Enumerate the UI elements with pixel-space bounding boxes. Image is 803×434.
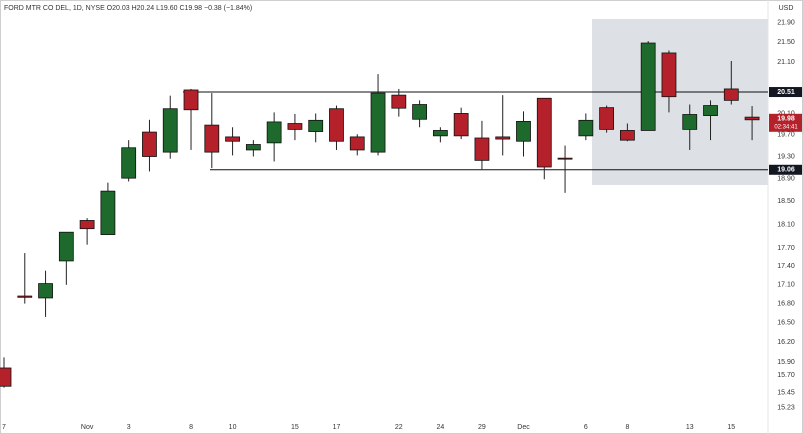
candle-body xyxy=(58,231,74,262)
x-tick-label: 10 xyxy=(229,424,237,431)
x-tick-label: 24 xyxy=(436,424,444,431)
candle-body xyxy=(121,147,137,179)
y-tick-label: 19.30 xyxy=(777,153,795,160)
x-tick-label: 8 xyxy=(625,424,629,431)
y-tick-label: 15.70 xyxy=(777,372,795,379)
x-tick-label: 17 xyxy=(333,424,341,431)
x-tick-label: 13 xyxy=(686,424,694,431)
highlight-zone xyxy=(592,19,768,185)
candle-body xyxy=(349,136,365,151)
candle-body xyxy=(640,42,656,131)
x-tick-label: 15 xyxy=(291,424,299,431)
candle-body xyxy=(661,52,677,98)
candle-body xyxy=(38,283,53,299)
candle-body xyxy=(557,157,573,160)
candle-body xyxy=(266,121,282,144)
y-tick-label: 17.40 xyxy=(777,263,795,270)
level-marker-label: 19.06 xyxy=(777,167,795,174)
y-tick-label: 21.90 xyxy=(777,19,795,26)
candle-body xyxy=(308,119,324,132)
candle-body xyxy=(453,113,469,137)
candle-body xyxy=(225,136,240,142)
candle-body xyxy=(17,295,33,298)
candle-body xyxy=(370,92,386,153)
x-tick-label: 6 xyxy=(584,424,588,431)
y-tick-label: 19.70 xyxy=(777,132,795,139)
candle-body xyxy=(723,88,739,101)
candle-body xyxy=(412,104,428,120)
x-tick-label: 7 xyxy=(2,424,6,431)
candle-body xyxy=(744,116,760,121)
y-tick-label: 17.70 xyxy=(777,245,795,252)
y-tick-label: 21.10 xyxy=(777,59,795,66)
x-tick-label: 29 xyxy=(478,424,486,431)
candle-body xyxy=(79,220,95,230)
candle-body xyxy=(245,144,261,151)
x-tick-label: 3 xyxy=(127,424,131,431)
candle-body xyxy=(432,130,448,137)
candle-body xyxy=(287,123,303,130)
y-tick-label: 21.50 xyxy=(777,39,795,46)
y-tick-label: 17.10 xyxy=(777,282,795,289)
candle-body xyxy=(391,94,407,109)
x-tick-label: 8 xyxy=(189,424,193,431)
x-tick-label: Dec xyxy=(517,424,530,431)
candle-body xyxy=(578,119,594,137)
candle-body xyxy=(474,137,490,161)
candle-body xyxy=(599,107,615,130)
level-marker xyxy=(769,87,802,98)
level-marker xyxy=(769,164,802,175)
currency: USD xyxy=(779,5,794,12)
y-tick-label: 20.10 xyxy=(777,110,795,117)
price-countdown: 02:34:41 xyxy=(774,124,798,130)
candle-body xyxy=(516,120,531,142)
price-marker-label: 19.98 xyxy=(777,116,795,123)
candle-body xyxy=(204,124,220,153)
y-tick-label: 18.10 xyxy=(777,221,795,228)
level-marker-label: 20.51 xyxy=(777,89,795,96)
y-tick-label: 16.50 xyxy=(777,320,795,327)
candle-body xyxy=(100,190,116,235)
candle-body xyxy=(495,136,511,140)
candle-body xyxy=(682,114,698,130)
candle-body xyxy=(620,130,635,141)
chart-title: FORD MTR CO DEL, 1D, NYSE O20.03 H20.24 … xyxy=(4,5,252,12)
x-tick-label: 15 xyxy=(727,424,735,431)
price-marker xyxy=(769,113,802,132)
candle-body xyxy=(0,367,12,387)
candle-body xyxy=(536,97,552,168)
y-tick-label: 16.80 xyxy=(777,300,795,307)
x-tick-label: 22 xyxy=(395,424,403,431)
y-tick-label: 18.50 xyxy=(777,198,795,205)
y-tick-label: 16.20 xyxy=(777,339,795,346)
candle-body xyxy=(703,105,718,116)
candle-body xyxy=(183,89,199,111)
y-tick-label: 15.23 xyxy=(777,404,795,411)
y-tick-label: 15.90 xyxy=(777,359,795,366)
x-tick-label: Nov xyxy=(81,424,94,431)
candle-body xyxy=(142,131,157,157)
candle-body xyxy=(329,108,344,142)
y-tick-label: 15.45 xyxy=(777,389,795,396)
candle-body xyxy=(162,108,178,153)
y-tick-label: 18.90 xyxy=(777,176,795,183)
